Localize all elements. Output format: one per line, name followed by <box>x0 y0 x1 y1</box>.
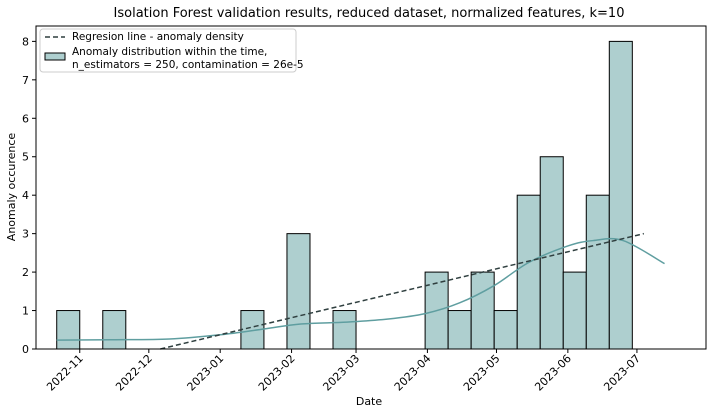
y-tick-label: 7 <box>22 74 29 87</box>
y-tick-label: 4 <box>22 189 29 202</box>
regression-line <box>160 232 645 350</box>
histogram-bar <box>470 271 495 350</box>
histogram-bar <box>102 310 127 350</box>
histogram-bar <box>447 310 472 350</box>
y-tick-label: 5 <box>22 151 29 164</box>
legend-box <box>39 28 297 73</box>
legend-patch-swatch <box>44 52 66 61</box>
histogram-bar <box>608 40 633 350</box>
legend-label-regression: Regresion line - anomaly density <box>72 31 244 43</box>
y-tick-label: 1 <box>22 305 29 318</box>
histogram-bar <box>562 271 587 350</box>
legend-label-distribution-params: n_estimators = 250, contamination = 26e-… <box>72 59 304 71</box>
histogram-bar <box>516 194 541 350</box>
histogram-bar <box>286 233 311 350</box>
histogram-bar <box>493 310 518 350</box>
histogram-bar <box>539 156 564 350</box>
y-tick-label: 6 <box>22 112 29 125</box>
y-tick-label: 2 <box>22 266 29 279</box>
legend: Regresion line - anomaly density Anomaly … <box>39 28 304 73</box>
legend-label-distribution: Anomaly distribution within the time, <box>72 46 267 58</box>
histogram-bar <box>585 194 610 350</box>
y-tick-label: 3 <box>22 228 29 241</box>
chart-title: Isolation Forest validation results, red… <box>114 6 625 21</box>
histogram-bar <box>56 310 81 350</box>
kde-curve <box>56 237 665 341</box>
y-tick-label: 0 <box>22 343 29 356</box>
y-axis-label: Anomaly occurence <box>5 133 18 242</box>
plot-frame <box>35 25 707 350</box>
x-axis-label: Date <box>356 395 383 408</box>
y-tick-label: 8 <box>22 35 29 48</box>
histogram-bar <box>332 310 357 350</box>
